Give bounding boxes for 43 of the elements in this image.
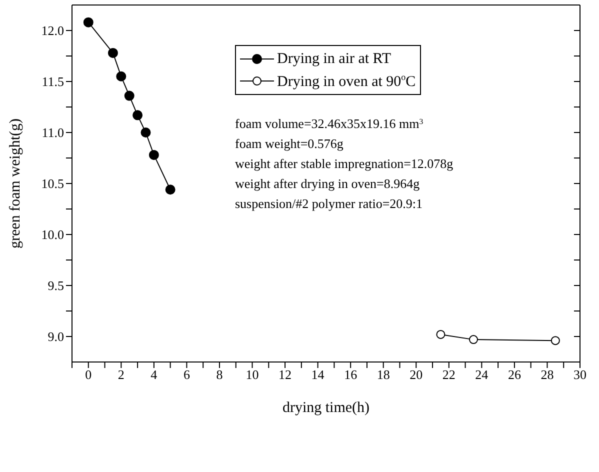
point bbox=[108, 48, 118, 58]
point bbox=[140, 128, 151, 138]
y-axis-title: green foam weight(g) bbox=[7, 118, 24, 248]
x-tick-label: 2 bbox=[118, 367, 124, 382]
y-tick-label: 10.5 bbox=[41, 176, 64, 192]
point bbox=[468, 335, 478, 344]
x-tick-label: 8 bbox=[216, 367, 223, 382]
point bbox=[116, 71, 126, 82]
x-tick-label: 0 bbox=[85, 367, 92, 382]
y-tick-label: 9.5 bbox=[48, 278, 64, 294]
x-tick-label: 18 bbox=[376, 367, 390, 382]
x-axis-title: drying time(h) bbox=[282, 400, 370, 416]
x-tick-label: 22 bbox=[442, 367, 456, 382]
point bbox=[132, 110, 143, 120]
x-tick-label: 30 bbox=[574, 367, 586, 382]
x-tick-label: 12 bbox=[278, 367, 292, 382]
legend-label: Drying in oven at 90$^{o}$C bbox=[277, 72, 416, 90]
point bbox=[436, 330, 446, 339]
x-tick-label: 26 bbox=[508, 367, 522, 382]
annotation: suspension/#2 polymer ratio=20.9:1 bbox=[235, 196, 423, 211]
x-tick-label: 14 bbox=[311, 367, 325, 382]
annotation: foam volume=32.46x35x19.16 mm$^{3}$ bbox=[235, 116, 424, 131]
y-tick-label: 11.0 bbox=[42, 125, 64, 140]
point bbox=[550, 336, 560, 346]
x-tick-label: 10 bbox=[246, 367, 259, 382]
x-tick-label: 16 bbox=[344, 367, 358, 382]
annotation: weight after drying in oven=8.964g bbox=[235, 176, 420, 191]
point bbox=[148, 150, 159, 160]
x-tick-label: 6 bbox=[183, 367, 190, 382]
x-tick-label: 20 bbox=[410, 367, 423, 382]
x-tick-label: 24 bbox=[475, 367, 489, 382]
x-tick-label: 4 bbox=[150, 367, 158, 382]
x-tick-label: 28 bbox=[540, 367, 554, 382]
annotation: weight after stable impregnation=12.078g bbox=[235, 156, 454, 171]
point bbox=[83, 17, 94, 28]
point bbox=[124, 90, 134, 101]
point bbox=[165, 184, 176, 195]
y-tick-label: 9.0 bbox=[48, 329, 64, 344]
annotation: foam weight=0.576g bbox=[235, 136, 344, 151]
y-tick-label: 12.0 bbox=[41, 23, 64, 38]
y-tick-label: 11.5 bbox=[42, 74, 64, 90]
y-tick-label: 10.0 bbox=[41, 227, 64, 242]
legend-label: Drying in air at RT bbox=[277, 50, 392, 66]
